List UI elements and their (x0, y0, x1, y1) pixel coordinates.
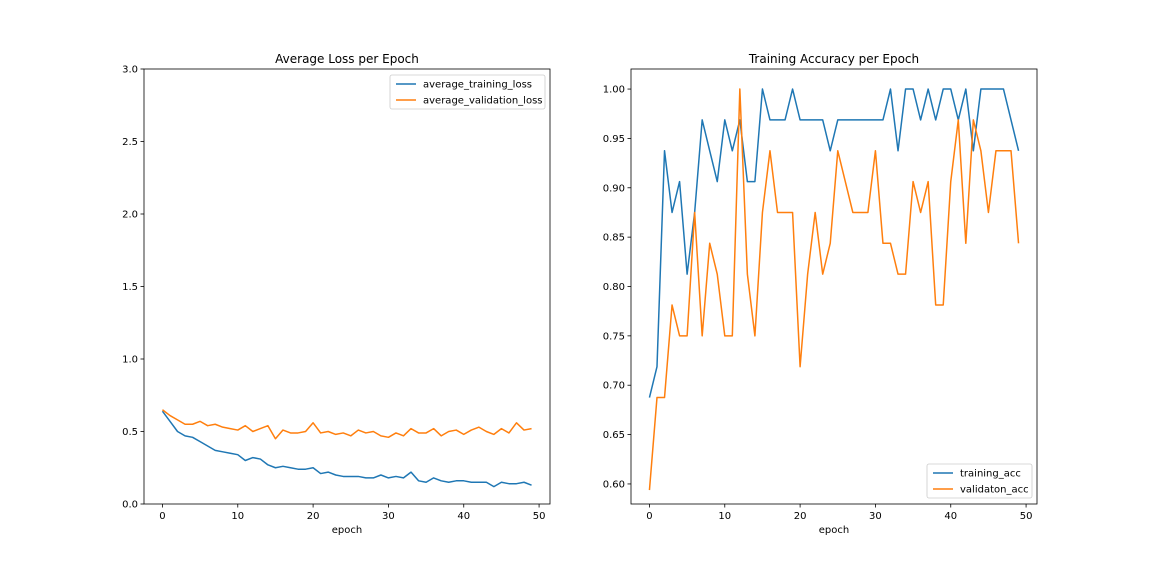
y-tick-label: 3.0 (122, 65, 138, 76)
legend-entry: average_training_loss (423, 80, 532, 91)
legend-box (389, 74, 546, 110)
y-tick-label: 0.95 (603, 134, 625, 145)
legend-entry: validaton_acc (960, 485, 1029, 496)
legend: average_training_loss average_validation_… (389, 74, 546, 110)
x-tick-label: 30 (869, 511, 882, 522)
x-tick-label: 50 (533, 511, 546, 522)
x-tick-label: 30 (382, 511, 395, 522)
y-tick-label: 0.5 (122, 427, 138, 438)
x-tick-label: 50 (1020, 511, 1033, 522)
loss-chart: Average Loss per Epoch 0 10 20 30 40 50 0.0 0.5 1… (122, 52, 551, 536)
y-tick-label: 0.90 (603, 183, 625, 194)
y-tick-label: 0.80 (603, 282, 625, 293)
y-tick-label: 0.65 (603, 430, 625, 441)
y-tick-label: 2.0 (122, 210, 138, 221)
series-line-average_training_loss (161, 410, 532, 488)
x-tick-label: 40 (944, 511, 957, 522)
chart-title: Average Loss per Epoch (275, 52, 419, 66)
x-tick-label: 0 (646, 511, 652, 522)
series-line-validaton_acc (648, 88, 1020, 491)
chart-title: Training Accuracy per Epoch (748, 52, 919, 66)
y-tick-label: 0.0 (122, 500, 138, 511)
x-tick-label: 40 (457, 511, 470, 522)
y-tick-label: 1.5 (122, 282, 138, 293)
x-tick-label: 20 (307, 511, 320, 522)
series-line-average_validation_loss (161, 409, 532, 440)
legend-entry: average_validation_loss (423, 96, 543, 107)
x-tick-label: 20 (794, 511, 807, 522)
legend: training_acc validaton_acc (926, 463, 1033, 499)
series-line-training_acc (648, 88, 1020, 398)
x-axis-label: epoch (332, 525, 362, 536)
x-tick-label: 10 (231, 511, 244, 522)
legend-entry: training_acc (960, 469, 1021, 480)
y-tick-label: 1.00 (603, 85, 625, 96)
y-tick-label: 0.85 (603, 233, 625, 244)
y-tick-label: 0.70 (603, 381, 625, 392)
legend-box (926, 463, 1033, 499)
x-axis-label: epoch (819, 525, 849, 536)
y-tick-label: 1.0 (122, 355, 138, 366)
y-tick-label: 0.75 (603, 331, 625, 342)
x-tick-label: 10 (718, 511, 731, 522)
accuracy-chart: Training Accuracy per Epoch 0 10 20 30 40 50 0.… (603, 52, 1038, 536)
y-tick-label: 0.60 (603, 479, 625, 490)
y-tick-label: 2.5 (122, 137, 138, 148)
x-tick-label: 0 (159, 511, 165, 522)
